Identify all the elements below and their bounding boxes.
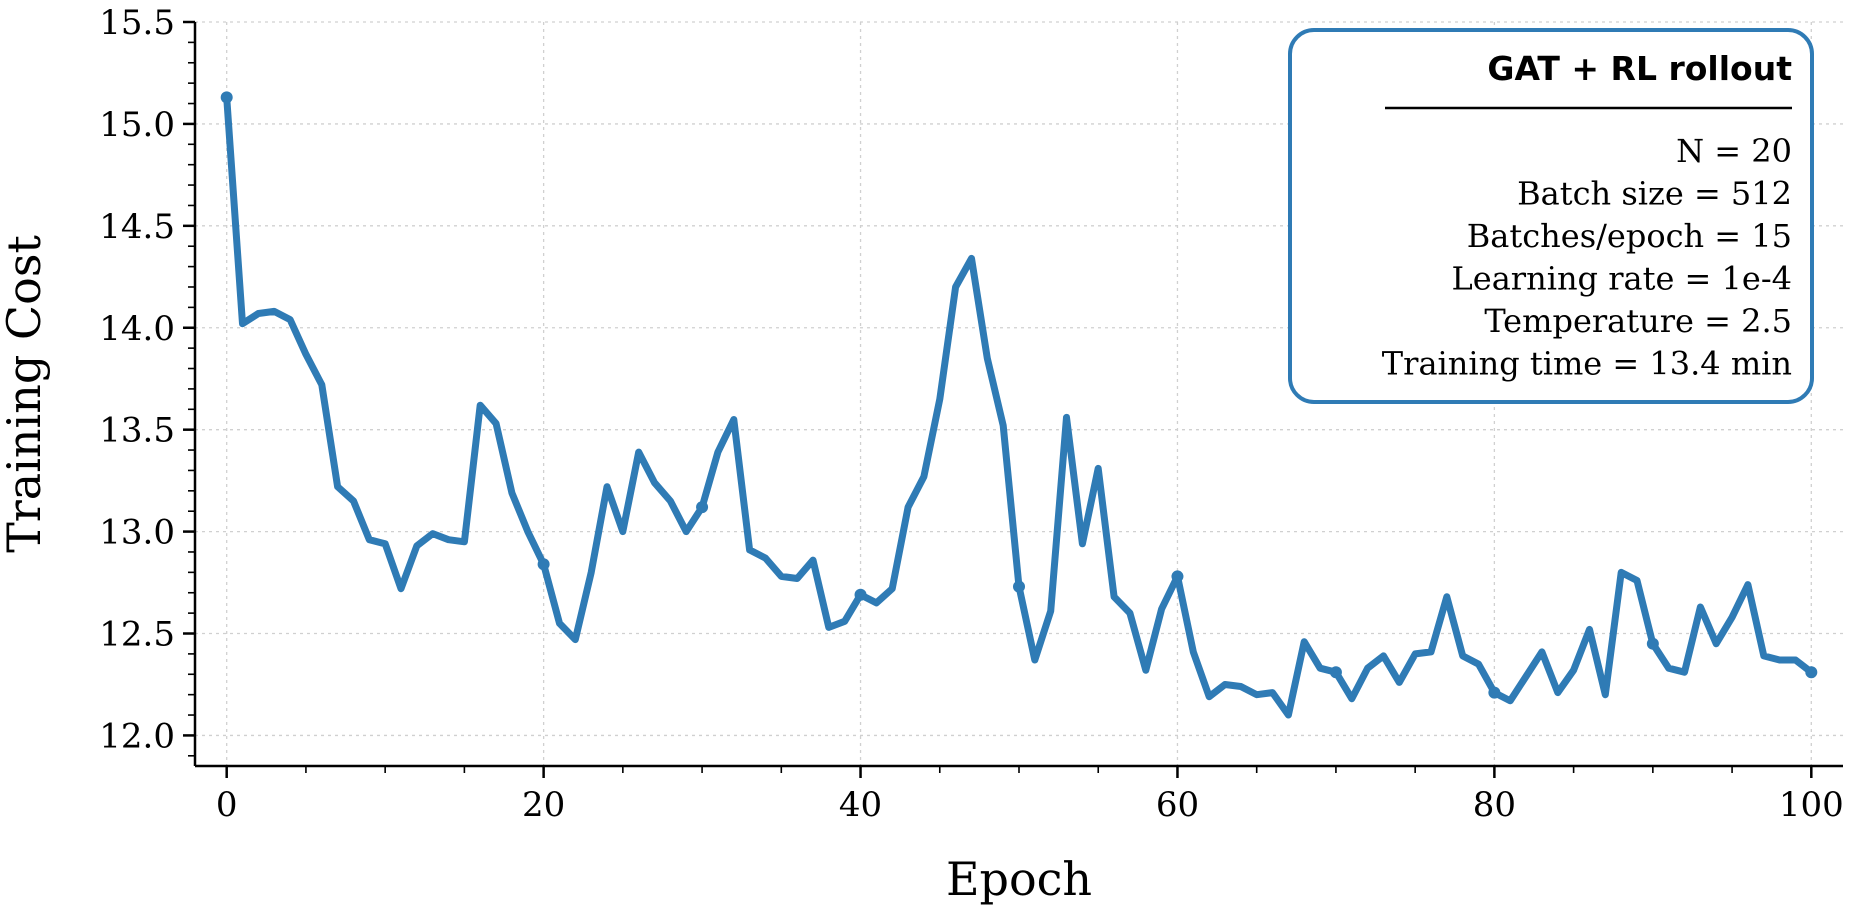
data-point	[854, 588, 867, 601]
legend-title: GAT + RL rollout	[1487, 49, 1792, 88]
y-tick-label: 14.0	[99, 309, 175, 349]
x-axis-title: Epoch	[946, 852, 1092, 906]
legend-line: Temperature = 2.5	[1484, 302, 1792, 340]
data-point	[220, 91, 233, 104]
x-tick-label: 0	[216, 785, 238, 825]
data-point	[1488, 686, 1501, 699]
x-tick-label: 80	[1473, 785, 1516, 825]
data-point	[1013, 580, 1025, 593]
data-point	[1171, 570, 1184, 583]
x-tick-label: 60	[1156, 785, 1199, 825]
x-tick-label: 40	[839, 785, 882, 825]
legend-line: Learning rate = 1e-4	[1452, 260, 1792, 298]
legend-lines: N = 20 Batch size = 512 Batches/epoch = 15…	[1382, 132, 1792, 383]
data-point	[1646, 637, 1659, 650]
legend-border	[1288, 28, 1814, 404]
data-point	[1805, 666, 1818, 679]
data-point	[1329, 666, 1342, 679]
y-tick-label: 12.5	[99, 615, 175, 655]
y-tick-label: 15.5	[99, 3, 175, 43]
legend-line: Training time = 13.4 min	[1382, 345, 1792, 383]
y-axis-title: Training Cost	[0, 235, 51, 553]
y-tick-label: 14.5	[99, 207, 175, 247]
y-ticks: 12.0 12.5 13.0 13.5 14.0 14.5 15.0 15.5	[99, 3, 195, 757]
data-point	[537, 558, 550, 571]
y-tick-label: 13.5	[99, 411, 175, 451]
y-tick-label: 13.0	[99, 513, 175, 553]
y-tick-label: 12.0	[99, 716, 175, 756]
y-tick-label: 15.0	[99, 105, 175, 145]
x-ticks: 0 20 40 60 80 100	[216, 766, 1844, 825]
data-point	[696, 501, 709, 514]
legend-line: N = 20	[1676, 132, 1792, 170]
legend-line: Batch size = 512	[1517, 175, 1792, 213]
legend-line: Batches/epoch = 15	[1467, 217, 1792, 255]
series-layer	[220, 91, 1818, 719]
legend-box: GAT + RL rollout N = 20 Batch size = 512 B…	[1288, 28, 1814, 404]
x-tick-label: 100	[1779, 785, 1844, 825]
x-tick-label: 20	[522, 785, 565, 825]
